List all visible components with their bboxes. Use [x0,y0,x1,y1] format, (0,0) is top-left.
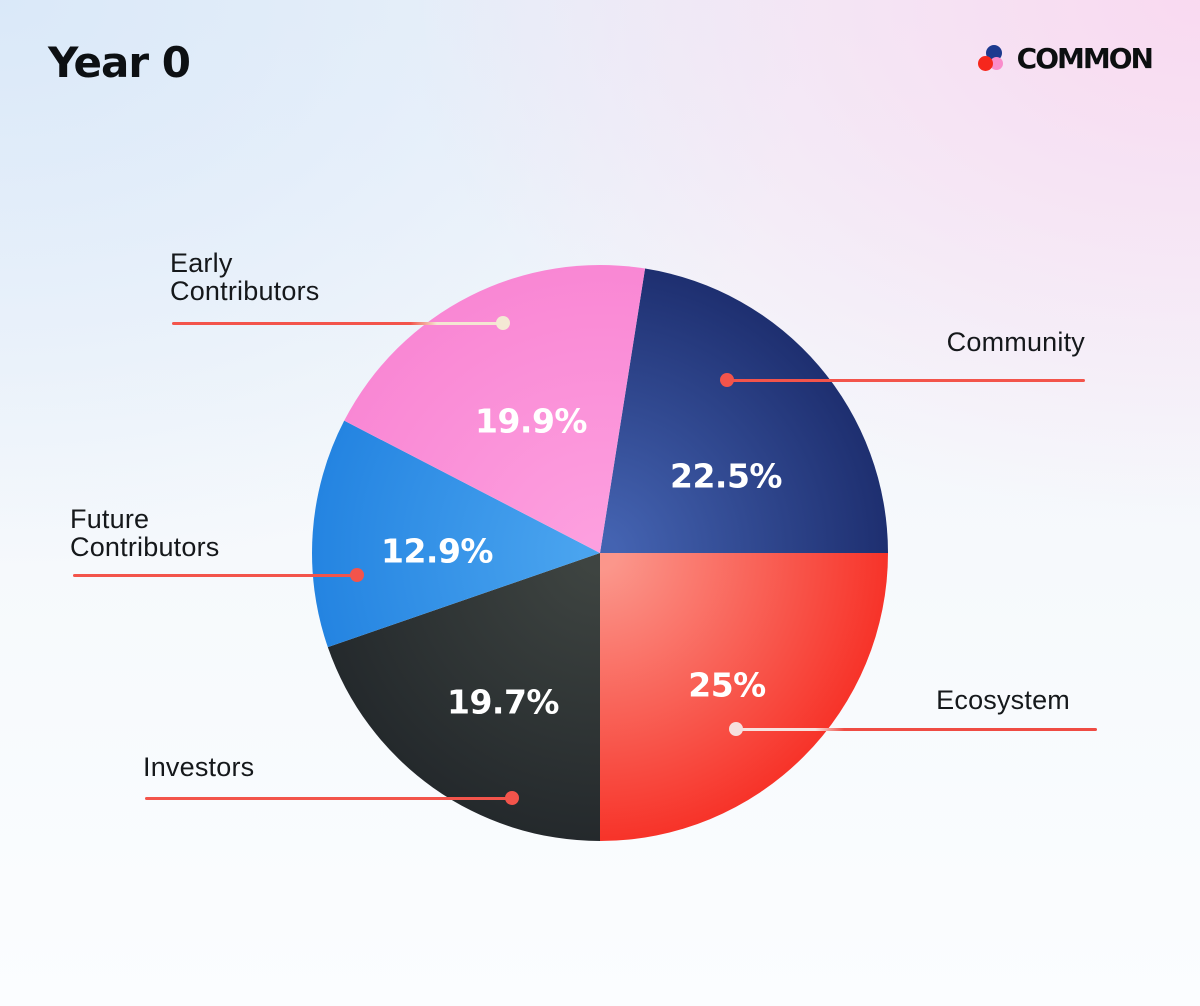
callout-label-future-contributors: Future Contributors [70,504,220,562]
leader-line-community [727,379,1085,382]
leader-dot-future-contributors [350,568,364,582]
brand-wordmark: COMMON [1016,42,1154,75]
leader-dot-investors [505,791,519,805]
brand-logo-icon [977,44,1006,73]
callout-label-investors: Investors [143,752,255,782]
callout-label-community: Community [946,327,1085,357]
pie-slice-ecosystem [600,553,888,841]
pie-slice-future-contributors [312,420,600,648]
leader-line-ecosystem [736,728,1097,731]
leader-dot-ecosystem [729,722,743,736]
logo-circle-pink [989,56,1003,70]
leader-line-early-contributors [172,322,503,325]
slice-value-early-contributors: 19.9% [475,401,588,441]
leader-dot-early-contributors [496,316,510,330]
slice-value-investors: 19.7% [447,682,560,722]
callout-label-ecosystem: Ecosystem [936,685,1070,715]
pie-slice-community [600,268,888,553]
pie-slice-early-contributors [344,264,646,553]
callout-label-early-contributors: Early Contributors [170,248,320,306]
leader-line-future-contributors [73,574,357,577]
page-title: Year 0 [48,38,191,87]
leader-dot-community [720,373,734,387]
slice-value-community: 22.5% [670,456,783,496]
pie-slice-investors [327,553,600,841]
logo-circle-red [977,55,993,71]
leader-line-investors [145,797,512,800]
brand-logo: COMMON [977,42,1154,75]
slice-value-future-contributors: 12.9% [381,531,494,571]
slice-value-ecosystem: 25% [688,665,766,705]
